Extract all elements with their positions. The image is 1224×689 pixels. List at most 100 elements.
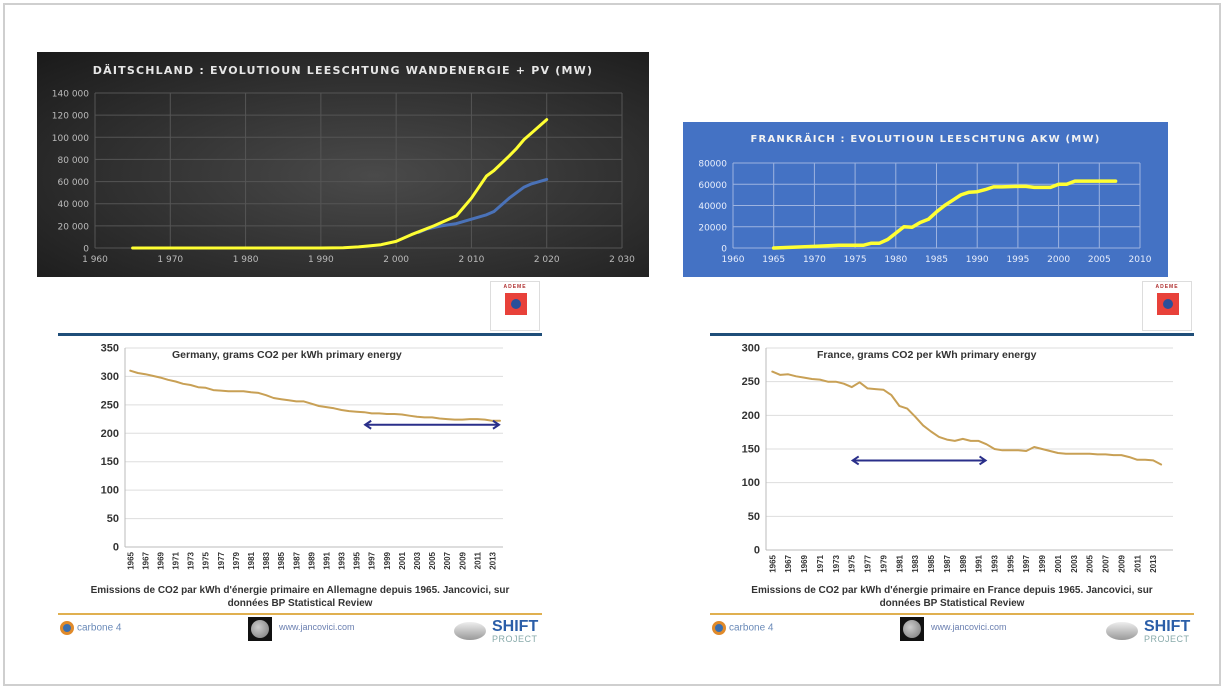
germany-wind-pv-chart: DÄITSCHLAND : EVOLUTIOUN LEESCHTUNG WAND… (37, 52, 649, 277)
website-link[interactable]: www.jancovici.com (279, 622, 355, 632)
x-tick-label: 1985 (927, 554, 936, 572)
carbone4-icon (712, 621, 726, 635)
x-tick-label: 1977 (217, 551, 226, 569)
x-tick-label: 1 980 (233, 255, 259, 265)
x-tick-label: 1979 (232, 551, 241, 569)
x-tick-label: 1979 (879, 554, 888, 572)
x-tick-label: 1969 (156, 551, 165, 569)
x-tick-label: 1965 (768, 554, 777, 572)
series-line-france (771, 370, 1163, 466)
series-line-akw (771, 179, 1118, 250)
y-tick-label: 50 (748, 511, 760, 523)
chart-plot: 0 20 000 40 000 60 000 80 000 100 000 120 000 1… (52, 90, 635, 266)
chart-title: France, grams CO2 per kWh primary energy (817, 349, 1037, 361)
x-tick-label: 2005 (1086, 554, 1095, 572)
y-tick-label: 40 000 (58, 200, 90, 210)
carbone4-logo: carbone 4 (60, 621, 121, 635)
x-tick-label: 1970 (803, 255, 826, 265)
carbone4-text: carbone 4 (729, 622, 774, 634)
x-tick-label: 2011 (1133, 554, 1142, 572)
chart-title: FRANKRÄICH : EVOLUTIOUN LEESCHTUNG AKW (… (750, 134, 1101, 145)
chart-plot: 0 20000 40000 60000 80000 1960 1965 1970 1975 198… (698, 160, 1152, 266)
x-tick-label: 1 960 (82, 255, 108, 265)
x-tick-label: 1 990 (308, 255, 334, 265)
y-tick-label: 250 (742, 376, 760, 388)
divider-line (710, 333, 1194, 336)
x-tick-label: 1987 (292, 551, 301, 569)
chart-title: Germany, grams CO2 per kWh primary energ… (172, 349, 402, 361)
y-tick-label: 100 (742, 477, 760, 489)
y-tick-label: 300 (742, 343, 760, 355)
project-text: PROJECT (492, 634, 538, 644)
ademe-logo: ADEME (1142, 281, 1192, 331)
x-tick-label: 1987 (943, 554, 952, 572)
x-tick-label: 1995 (1006, 554, 1015, 572)
x-tick-label: 1965 (762, 255, 785, 265)
x-tick-label: 2009 (458, 551, 467, 569)
x-tick-label: 1997 (368, 551, 377, 569)
x-tick-label: 2010 (1129, 255, 1152, 265)
divider-line (710, 613, 1194, 615)
chart-caption: Emissions de CO2 par kWh d'énergie prima… (58, 584, 542, 610)
x-tick-label: 1989 (959, 554, 968, 572)
x-tick-label: 1985 (277, 551, 286, 569)
x-tick-label: 1995 (353, 551, 362, 569)
x-tick-label: 1960 (722, 255, 745, 265)
x-tick-label: 1991 (322, 551, 331, 569)
x-tick-label: 2003 (1070, 554, 1079, 572)
shift-project-logo: SHIFT PROJECT (1106, 618, 1191, 646)
y-tick-label: 0 (721, 245, 727, 255)
x-tick-label: 2 010 (459, 255, 485, 265)
x-tick-label: 2003 (413, 551, 422, 569)
moon-image (900, 617, 924, 641)
x-tick-label: 1993 (990, 554, 999, 572)
divider-line (58, 333, 542, 336)
y-tick-label: 300 (101, 371, 119, 383)
y-tick-label: 60000 (698, 181, 727, 191)
caption-line: Emissions de CO2 par kWh d'énergie prima… (751, 585, 1153, 596)
shift-swoosh-icon (1106, 622, 1138, 640)
chart-caption: Emissions de CO2 par kWh d'énergie prima… (710, 584, 1194, 610)
france-nuclear-chart: FRANKRÄICH : EVOLUTIOUN LEESCHTUNG AKW (… (683, 122, 1168, 277)
caption-line: données BP Statistical Review (879, 598, 1025, 609)
x-tick-label: 1967 (141, 551, 150, 569)
ademe-emblem-icon (505, 293, 527, 315)
slide-frame (3, 3, 1221, 686)
x-tick-label: 1981 (247, 551, 256, 569)
x-tick-label: 2009 (1117, 554, 1126, 572)
y-tick-label: 150 (742, 444, 760, 456)
caption-line: Emissions de CO2 par kWh d'énergie prima… (90, 585, 510, 596)
x-tick-label: 2000 (1047, 255, 1070, 265)
y-tick-label: 200 (101, 428, 119, 440)
x-tick-label: 1971 (172, 551, 181, 569)
x-tick-label: 2007 (1102, 554, 1111, 572)
y-tick-label: 0 (113, 542, 119, 554)
ademe-logo-text: ADEME (503, 284, 527, 290)
shift-project-logo: SHIFT PROJECT (454, 619, 538, 646)
chart-title: DÄITSCHLAND : EVOLUTIOUN LEESCHTUNG WAND… (92, 64, 594, 77)
x-tick-label: 1975 (844, 255, 867, 265)
x-tick-label: 1975 (848, 554, 857, 572)
y-tick-label: 20 000 (58, 222, 90, 232)
x-tick-label: 2 020 (534, 255, 560, 265)
moon-image (248, 617, 272, 641)
x-tick-label: 2 000 (383, 255, 409, 265)
y-tick-label: 80000 (698, 160, 727, 170)
x-tick-label: 1997 (1022, 554, 1031, 572)
series-line-wandenergie-pv (131, 118, 549, 250)
shift-text: SHIFT (1144, 618, 1191, 635)
y-tick-label: 350 (101, 343, 119, 355)
y-tick-label: 140 000 (52, 90, 89, 100)
website-link[interactable]: www.jancovici.com (931, 622, 1007, 632)
x-tick-label: 1995 (1006, 255, 1029, 265)
ademe-logo: ADEME (490, 281, 540, 331)
carbone4-logo: carbone 4 (712, 621, 773, 635)
x-tick-label: 1973 (187, 551, 196, 569)
x-tick-label: 1975 (202, 551, 211, 569)
divider-line (58, 613, 542, 615)
caption-line: données BP Statistical Review (227, 598, 373, 609)
y-tick-label: 100 (101, 485, 119, 497)
x-tick-label: 2001 (1054, 554, 1063, 572)
x-tick-label: 1985 (925, 255, 948, 265)
x-tick-label: 1993 (338, 551, 347, 569)
